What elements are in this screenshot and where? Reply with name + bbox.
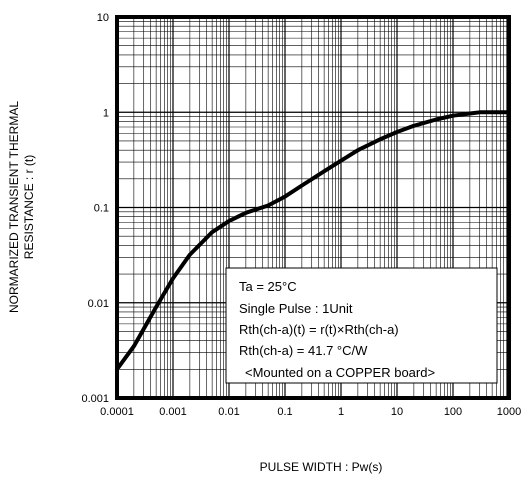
curve-layer xyxy=(115,110,511,372)
y-tick-label: 1 xyxy=(103,107,109,119)
y-tick-labels: 0.001 0.01 0.1 1 10 xyxy=(81,12,109,405)
annotation-box: Ta = 25°C Single Pulse : 1Unit Rth(ch-a)… xyxy=(225,267,498,384)
annotation-line-2: Single Pulse : 1Unit xyxy=(239,301,353,316)
x-tick-labels: 0.0001 0.001 0.01 0.1 1 10 100 1000 xyxy=(100,406,521,418)
y-tick-label: 0.001 xyxy=(81,393,109,405)
x-tick-label: 0.001 xyxy=(159,406,187,418)
annotation-line-1: Ta = 25°C xyxy=(239,279,297,294)
y-axis-label-line-2: RESISTANCE : r (t) xyxy=(22,155,36,259)
annotation-line-5: <Mounted on a COPPER board> xyxy=(245,365,435,380)
x-tick-label: 10 xyxy=(391,406,403,418)
x-axis-label: PULSE WIDTH : Pw(s) xyxy=(260,460,383,474)
y-tick-label: 10 xyxy=(97,12,109,24)
x-tick-label: 1000 xyxy=(497,406,521,418)
annotation-frame xyxy=(225,267,498,384)
thermal-resistance-curve xyxy=(115,110,511,372)
x-tick-label: 100 xyxy=(444,406,462,418)
y-tick-label: 0.1 xyxy=(94,203,109,215)
y-axis-label-line-1: NORMARIZED TRANSIENT THERMAL xyxy=(7,101,21,313)
x-tick-label: 0.0001 xyxy=(100,406,134,418)
x-tick-label: 0.01 xyxy=(218,406,239,418)
y-tick-label: 0.01 xyxy=(88,298,109,310)
annotation-line-3: Rth(ch-a)(t) = r(t)×Rth(ch-a) xyxy=(239,322,399,337)
x-tick-label: 1 xyxy=(338,406,344,418)
plot-frame xyxy=(115,15,511,400)
x-tick-label: 0.1 xyxy=(277,406,292,418)
annotation-line-4: Rth(ch-a) = 41.7 °C/W xyxy=(239,343,368,358)
